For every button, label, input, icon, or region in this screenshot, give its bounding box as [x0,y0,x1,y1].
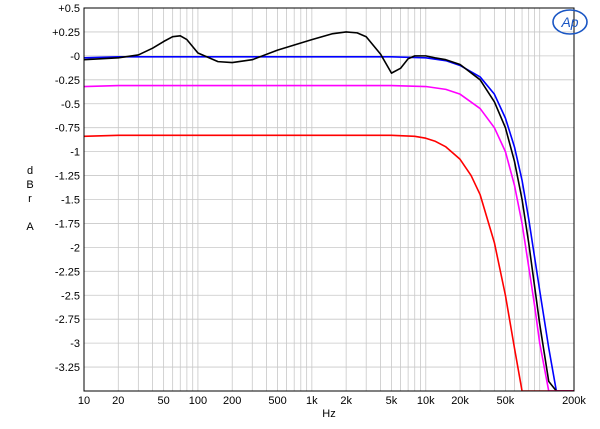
x-tick-label: 20k [451,395,469,407]
x-tick-label: 200 [223,395,241,407]
y-tick-label: -3.25 [55,362,80,374]
series-line-4 [84,134,574,391]
grid [83,7,575,391]
y-tick-label: -0.25 [55,75,80,87]
x-tick-label: 500 [268,395,286,407]
y-axis-title-letter: B [26,179,33,191]
x-tick-label: 10k [417,395,435,407]
y-tick-label: +0.25 [52,27,80,39]
series-line-3 [84,84,574,391]
x-tick-label: 1k [306,395,318,407]
y-tick-label: -1.75 [55,218,80,230]
x-tick-label: 50k [497,395,515,407]
y-tick-label: -2.25 [55,266,80,278]
y-tick-label: -1.5 [61,195,80,207]
x-tick-label: 200k [562,395,586,407]
y-tick-label: -2.5 [61,290,80,302]
y-axis-title-letter: A [26,221,34,233]
x-tick-labels: 10 20 50 100 200 500 1k 2k 5k 10k 20k 50k 200k [78,395,587,407]
y-tick-label: -0.75 [55,123,80,135]
y-tick-label: +0.5 [58,3,80,15]
y-tick-labels: +0.5 +0.25 -0 -0.25 -0.5 -0.75 -1 -1.25 -1.5 -1.7… [52,3,80,374]
y-tick-label: -0.5 [61,99,80,111]
svg-text:Ap: Ap [560,14,578,30]
y-tick-label: -0 [70,51,80,63]
y-tick-label: -1 [70,147,80,159]
x-tick-label: 2k [340,395,352,407]
x-tick-label: 20 [112,395,124,407]
x-tick-label: 10 [78,395,90,407]
ap-logo: Ap [552,9,588,35]
y-axis-title-letter: d [27,165,33,177]
y-axis-title-letter: r [28,193,32,205]
y-tick-label: -1.25 [55,171,80,183]
y-tick-label: -3 [70,338,80,350]
x-tick-label: 100 [189,395,207,407]
plot-frame [83,7,575,392]
y-axis-title: dBr A [26,165,34,233]
series-line-2 [84,31,574,391]
y-tick-label: -2.75 [55,314,80,326]
x-axis-title: Hz [322,408,335,420]
x-tick-label: 50 [158,395,170,407]
series-layer [84,31,574,391]
y-tick-label: -2 [70,242,80,254]
x-tick-label: 5k [386,395,398,407]
